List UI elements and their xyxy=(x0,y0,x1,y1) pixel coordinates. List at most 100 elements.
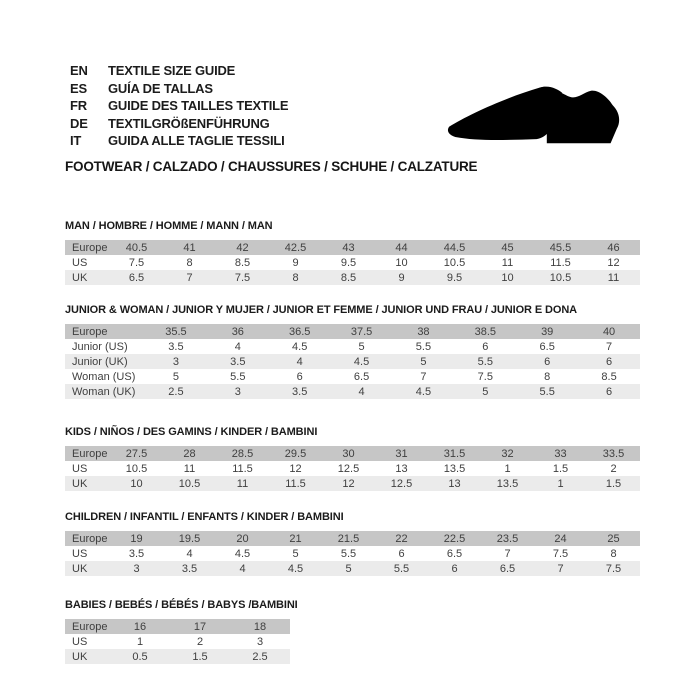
size-cell: 10.5 xyxy=(443,256,466,269)
size-cell: 13.5 xyxy=(443,462,466,475)
size-cell: 9 xyxy=(292,256,299,269)
size-cell: 21.5 xyxy=(322,531,375,546)
language-code: EN xyxy=(70,63,88,79)
size-cell: 0.5 xyxy=(110,649,170,664)
size-cell: 11.5 xyxy=(269,476,322,491)
size-cell: 6 xyxy=(428,561,481,576)
category-line: FOOTWEAR / CALZADO / CHAUSSURES / SCHUHE… xyxy=(65,159,478,174)
size-cell: 3 xyxy=(145,354,207,369)
size-cell: 13.5 xyxy=(481,476,534,491)
size-cell: 23.5 xyxy=(481,531,534,546)
dress-shoe-icon xyxy=(446,80,626,154)
size-cell: 35.5 xyxy=(145,324,207,339)
size-table-junior-woman: Europe 35.5 36 36.5 37.5 38 38.5 39 40 Junior (US… xyxy=(65,324,640,399)
size-cell: 10 xyxy=(481,270,534,285)
size-cell: 4 xyxy=(330,384,393,399)
size-cell: 22 xyxy=(375,531,428,546)
table-row: Europe 40.5 41 42 42.5 43 44 44.5 45 45.5 46 xyxy=(65,240,640,255)
size-cell: 21 xyxy=(269,531,322,546)
size-cell: 42.5 xyxy=(269,240,322,255)
size-cell: 3 xyxy=(206,384,269,399)
size-cell: 7.5 xyxy=(128,256,145,269)
table-row: UK 10 10.5 11 11.5 12 12.5 13 13.5 1 1.5 xyxy=(65,476,640,491)
size-cell: 29.5 xyxy=(269,446,322,461)
size-cell: 38.5 xyxy=(454,324,517,339)
size-cell: 6 xyxy=(578,384,640,399)
language-row-es: ES GUÍA DE TALLAS xyxy=(70,80,288,98)
size-cell: 8.5 xyxy=(601,370,617,383)
size-cell: 17 xyxy=(170,619,230,634)
size-cell: 1.5 xyxy=(587,476,640,491)
size-cell: 45.5 xyxy=(534,240,587,255)
size-cell: 7.5 xyxy=(216,270,269,285)
size-cell: 5.5 xyxy=(516,384,579,399)
size-cell: 45 xyxy=(481,240,534,255)
size-cell: 5 xyxy=(172,370,179,383)
size-cell: 8.5 xyxy=(234,256,251,269)
size-cell: 3.5 xyxy=(128,547,145,560)
size-cell: 3.5 xyxy=(168,340,184,353)
size-cell: 40.5 xyxy=(110,240,163,255)
size-cell: 10.5 xyxy=(163,476,216,491)
table-row: Europe 19 19.5 20 21 21.5 22 22.5 23.5 24 25 xyxy=(65,531,640,546)
size-cell: 46 xyxy=(587,240,640,255)
row-label: US xyxy=(72,256,88,269)
size-cell: 36 xyxy=(206,324,269,339)
size-cell: 13 xyxy=(395,462,408,475)
size-cell: 31.5 xyxy=(428,446,481,461)
size-cell: 12 xyxy=(322,476,375,491)
size-cell: 5.5 xyxy=(415,340,432,353)
table-row: Woman (US) 5 5.5 6 6.5 7 7.5 8 8.5 xyxy=(65,369,640,384)
section-title-kids: KIDS / NIÑOS / DES GAMINS / KINDER / BAM… xyxy=(65,426,318,438)
table-row: Junior (US) 3.5 4 4.5 5 5.5 6 6.5 7 xyxy=(65,339,640,354)
table-row: UK 6.5 7 7.5 8 8.5 9 9.5 10 10.5 11 xyxy=(65,270,640,285)
size-cell: 6 xyxy=(516,354,579,369)
size-table-kids: Europe 27.5 28 28.5 29.5 30 31 31.5 32 33 33.5 US 10… xyxy=(65,446,640,491)
size-cell: 6.5 xyxy=(446,547,463,560)
language-code: ES xyxy=(70,80,87,96)
size-cell: 5 xyxy=(392,354,455,369)
language-row-it: IT GUIDA ALLE TAGLIE TESSILI xyxy=(70,132,288,150)
size-cell: 10.5 xyxy=(534,270,587,285)
language-code: IT xyxy=(70,133,82,149)
row-label: UK xyxy=(65,476,110,491)
size-cell: 1 xyxy=(136,635,144,648)
size-cell: 38 xyxy=(392,324,455,339)
table-row: Europe 35.5 36 36.5 37.5 38 38.5 39 40 xyxy=(65,324,640,339)
row-label: Woman (US) xyxy=(72,370,136,383)
size-table-man: Europe 40.5 41 42 42.5 43 44 44.5 45 45.5 46 US 7.5 8… xyxy=(65,240,640,285)
table-row: UK 0.5 1.5 2.5 xyxy=(65,649,290,664)
size-cell: 8.5 xyxy=(322,270,375,285)
size-cell: 40 xyxy=(578,324,640,339)
size-cell: 32 xyxy=(481,446,534,461)
size-cell: 28 xyxy=(163,446,216,461)
size-cell: 5.5 xyxy=(230,370,246,383)
size-cell: 20 xyxy=(216,531,269,546)
size-cell: 4 xyxy=(268,354,331,369)
table-row: Europe 27.5 28 28.5 29.5 30 31 31.5 32 33 33.5 xyxy=(65,446,640,461)
size-cell: 5.5 xyxy=(340,547,357,560)
size-cell: 4 xyxy=(216,561,269,576)
size-cell: 8 xyxy=(269,270,322,285)
row-label: Europe xyxy=(65,240,110,255)
size-cell: 5 xyxy=(358,340,365,353)
size-cell: 5 xyxy=(454,384,517,399)
section-children: CHILDREN / INFANTIL / ENFANTS / KINDER /… xyxy=(65,510,640,576)
size-cell: 10 xyxy=(395,256,408,269)
size-cell: 4.5 xyxy=(292,340,308,353)
size-cell: 5.5 xyxy=(454,354,517,369)
size-cell: 3 xyxy=(110,561,163,576)
size-cell: 5 xyxy=(322,561,375,576)
size-cell: 22.5 xyxy=(428,531,481,546)
row-label: US xyxy=(72,462,88,475)
section-kids: KIDS / NIÑOS / DES GAMINS / KINDER / BAM… xyxy=(65,425,640,491)
language-label: GUIDE DES TAILLES TEXTILE xyxy=(108,98,289,114)
row-label: UK xyxy=(65,649,110,664)
size-cell: 25 xyxy=(587,531,640,546)
size-cell: 7 xyxy=(163,270,216,285)
section-title-man: MAN / HOMBRE / HOMME / MANN / MAN xyxy=(65,220,273,232)
size-cell: 12 xyxy=(289,462,302,475)
row-label: Woman (UK) xyxy=(65,384,145,399)
size-cell: 12.5 xyxy=(375,476,428,491)
